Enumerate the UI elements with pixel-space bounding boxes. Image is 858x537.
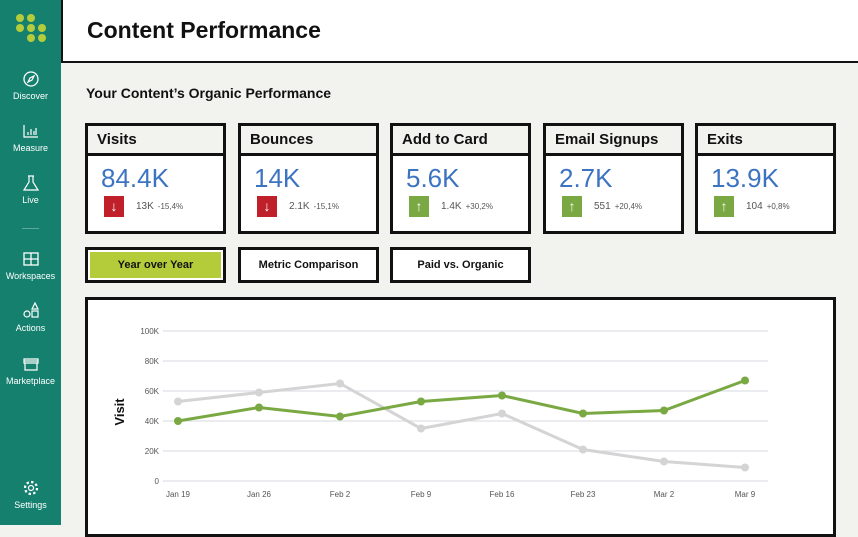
arrow-up-icon: ↑	[409, 196, 429, 217]
sidebar-item-label: Discover	[12, 91, 48, 101]
data-point[interactable]	[579, 409, 587, 418]
card-delta: 1.4K	[441, 201, 462, 212]
arrow-down-icon: ↓	[257, 196, 277, 217]
metric-card-email-signups[interactable]: Email Signups 2.7K ↑ 551 +20,4%	[543, 123, 684, 234]
card-title: Add to Card	[393, 126, 528, 156]
data-point[interactable]	[660, 457, 668, 466]
sidebar-item-actions[interactable]: Actions	[0, 302, 61, 333]
data-point[interactable]	[417, 397, 425, 406]
section-title: Your Content’s Organic Performance	[86, 85, 332, 101]
card-title: Bounces	[241, 126, 376, 156]
series-line-1	[177, 381, 746, 469]
store-icon	[22, 358, 39, 371]
sidebar: Discover Measure Live Workspaces Actions…	[0, 0, 61, 525]
compass-icon	[22, 71, 39, 87]
card-value: 84.4K	[101, 163, 169, 193]
sidebar-item-measure[interactable]: Measure	[0, 122, 61, 153]
x-tick-label: Feb 9	[411, 490, 432, 499]
y-axis-label: Visit	[112, 398, 127, 426]
x-tick-label: Jan 26	[247, 490, 272, 499]
grid-icon	[22, 252, 39, 266]
page-title: Content Performance	[87, 17, 321, 43]
x-tick-label: Feb 16	[490, 490, 515, 499]
card-delta: 2.1K	[289, 201, 310, 212]
y-tick-label: 0	[155, 477, 160, 486]
arrow-up-icon: ↑	[714, 196, 734, 217]
metric-card-bounces[interactable]: Bounces 14K ↓ 2.1K -15,1%	[238, 123, 379, 234]
data-point[interactable]	[174, 397, 182, 406]
gear-icon	[23, 480, 38, 496]
data-point[interactable]	[498, 409, 506, 418]
tab-paid-vs-organic[interactable]: Paid vs. Organic	[390, 247, 531, 283]
tab-year-over-year[interactable]: Year over Year	[85, 247, 226, 283]
data-point[interactable]	[579, 445, 587, 454]
line-chart: 0 20K 40K 60K 80K 100K Jan 19 Jan 26 Feb 2 Feb 9 F…	[112, 327, 768, 499]
data-point[interactable]	[741, 376, 749, 385]
flask-icon	[22, 175, 39, 191]
app-logo[interactable]	[16, 14, 46, 44]
data-point[interactable]	[741, 463, 749, 472]
card-delta: 551	[594, 201, 611, 212]
card-percent: +20,4%	[614, 202, 643, 211]
data-point[interactable]	[417, 424, 425, 433]
x-tick-label: Jan 19	[166, 490, 191, 499]
card-percent: +30,2%	[465, 202, 493, 211]
data-point[interactable]	[174, 417, 182, 425]
x-tick-label: Feb 23	[571, 490, 596, 499]
data-point[interactable]	[660, 406, 668, 415]
metric-card-add-to-card[interactable]: Add to Card 5.6K ↑ 1.4K +30,2%	[390, 123, 531, 234]
card-value: 14K	[254, 163, 301, 193]
chart-panel: 0 20K 40K 60K 80K 100K Jan 19 Jan 26 Feb 2 Feb 9 F…	[85, 297, 836, 537]
data-point[interactable]	[255, 403, 263, 412]
series-line-0	[177, 379, 746, 423]
y-tick-label: 40K	[145, 417, 160, 426]
metric-card-visits[interactable]: Visits 84.4K ↓ 13K -15,4%	[85, 123, 226, 234]
sidebar-item-label: Measure	[12, 143, 48, 153]
header: Content Performance	[61, 0, 858, 63]
x-tick-label: Mar 2	[654, 490, 675, 499]
x-tick-label: Mar 9	[735, 490, 756, 499]
y-tick-label: 100K	[140, 327, 159, 336]
card-value: 5.6K	[406, 163, 460, 193]
tab-metric-comparison[interactable]: Metric Comparison	[238, 247, 379, 283]
bar-chart-icon	[22, 125, 38, 138]
sidebar-item-label: Settings	[14, 500, 47, 510]
card-value: 13.9K	[711, 163, 779, 193]
card-title: Exits	[698, 126, 833, 156]
arrow-up-icon: ↑	[562, 196, 582, 217]
card-delta: 104	[746, 201, 763, 212]
card-percent: -15,4%	[157, 202, 184, 211]
y-tick-label: 20K	[145, 447, 160, 456]
sidebar-item-label: Workspaces	[5, 271, 56, 281]
card-value: 2.7K	[559, 163, 613, 193]
arrow-down-icon: ↓	[104, 196, 124, 217]
sidebar-item-label: Live	[22, 195, 39, 205]
sidebar-item-label: Marketplace	[5, 376, 56, 386]
card-title: Email Signups	[546, 126, 681, 156]
y-tick-label: 60K	[145, 387, 160, 396]
sidebar-item-workspaces[interactable]: Workspaces	[0, 250, 61, 281]
data-point[interactable]	[255, 388, 263, 397]
data-point[interactable]	[498, 391, 506, 400]
x-tick-label: Feb 2	[330, 490, 351, 499]
data-point[interactable]	[336, 379, 344, 388]
card-percent: -15,1%	[313, 202, 339, 211]
y-tick-label: 80K	[145, 357, 160, 366]
card-delta: 13K	[136, 201, 154, 212]
sidebar-item-discover[interactable]: Discover	[0, 70, 61, 101]
card-title: Visits	[88, 126, 223, 156]
sidebar-divider	[22, 228, 39, 229]
data-point[interactable]	[336, 412, 344, 421]
metric-card-exits[interactable]: Exits 13.9K ↑ 104 +0,8%	[695, 123, 836, 234]
card-percent: +0,8%	[766, 202, 790, 211]
sidebar-item-label: Actions	[15, 323, 46, 333]
sidebar-item-marketplace[interactable]: Marketplace	[0, 355, 61, 386]
sidebar-item-live[interactable]: Live	[0, 174, 61, 205]
shapes-icon	[22, 302, 39, 318]
sidebar-item-settings[interactable]: Settings	[0, 479, 61, 510]
